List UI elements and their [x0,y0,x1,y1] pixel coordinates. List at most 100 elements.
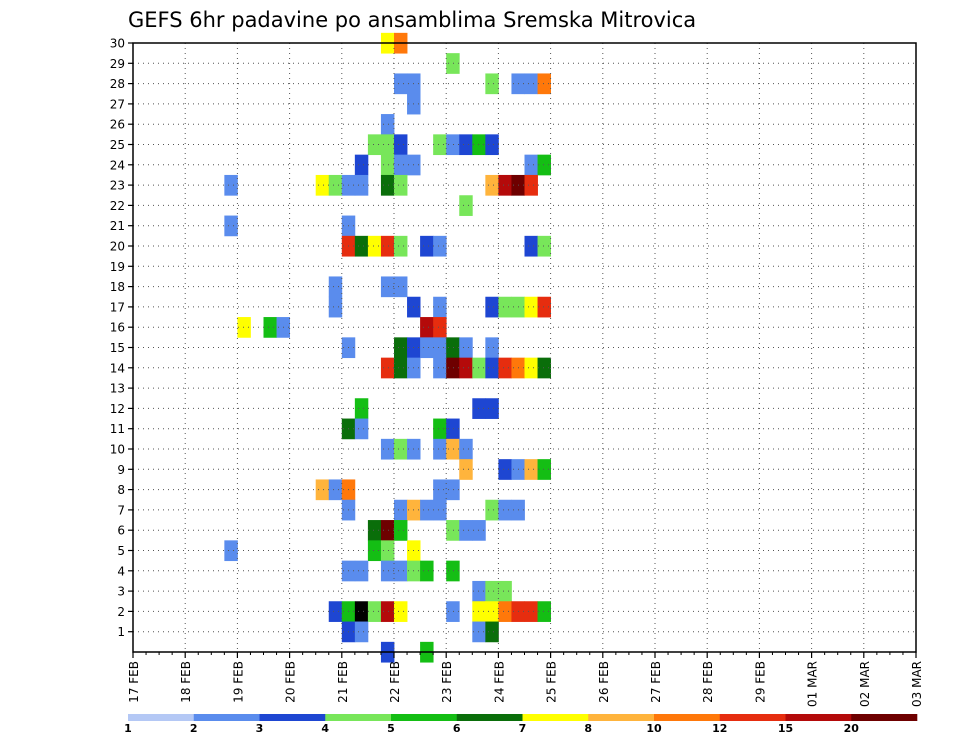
precip-cell [433,317,447,338]
legend-swatch [193,714,260,721]
x-tick-label: 01 MAR [806,661,820,707]
precip-cell [315,174,330,196]
precip-cell [224,174,238,196]
y-tick-label: 9 [117,463,125,477]
precip-cell [446,418,460,440]
precip-cell [446,601,460,622]
precip-cell [537,601,551,622]
legend-label: 1 [124,722,132,735]
x-tick-label: 28 FEB [701,661,715,703]
precip-cell [498,459,512,480]
y-tick-label: 14 [110,361,125,375]
precip-cell [328,174,343,196]
precip-cell [485,357,499,379]
precip-cell [367,601,382,622]
legend-swatch [128,714,195,721]
precip-cell [394,276,408,298]
y-tick-label: 11 [110,422,125,436]
precip-cell [224,215,238,237]
x-tick-label: 29 FEB [753,661,767,703]
y-tick-label: 12 [110,402,125,416]
precip-cell [472,398,486,419]
precip-cell [328,296,343,318]
color-legend: 1 2 3 4 5 6 7 8 10 12 15 20 [124,714,918,735]
y-tick-label: 25 [110,138,125,152]
precip-cell [394,438,408,460]
precip-cell [367,540,382,562]
precip-cell [537,296,551,318]
y-tick-label: 5 [117,544,125,558]
precip-cell [446,337,460,359]
y-tick-label: 30 [110,37,125,51]
precip-cell [472,580,486,602]
precip-cell [420,235,434,257]
precip-cell [433,357,447,379]
y-tick-label: 19 [110,260,125,274]
precip-cell [237,317,251,338]
precip-cell [380,438,395,460]
precip-cell [446,357,460,379]
y-tick-label: 10 [110,443,125,457]
y-tick-label: 28 [110,77,125,91]
precip-cell [328,276,343,298]
precip-cell [524,154,538,176]
precip-cell [420,560,434,582]
precip-cell [394,499,408,521]
precip-cell [472,621,486,643]
precip-cell [537,235,551,257]
precip-cell [380,540,395,562]
legend-label: 3 [256,722,264,735]
precip-cell [420,337,434,359]
precip-cell [485,580,499,602]
precip-cell [446,53,460,74]
precip-cell [367,134,382,156]
precip-cell [433,235,447,257]
legend-swatch [654,714,721,721]
legend-swatch [259,714,326,721]
precip-cell [459,337,473,359]
precip-cell [315,479,330,501]
y-tick-label: 3 [117,585,125,599]
y-tick-label: 22 [110,199,125,213]
x-tick-label: 24 FEB [492,661,506,703]
precip-cell [485,296,499,318]
x-tick-label: 18 FEB [179,661,193,703]
x-tick-label: 02 MAR [858,661,872,707]
precip-cell [224,540,238,562]
precip-cell [380,357,395,379]
precip-cell [472,357,486,379]
precip-cell [433,134,447,156]
precip-cell [354,560,369,582]
precip-cell [380,520,395,541]
legend-label: 12 [712,722,727,735]
precip-cell [394,134,408,156]
precip-cell [485,601,499,622]
precip-cell [485,398,499,419]
precip-cell [446,134,460,156]
y-tick-label: 26 [110,118,125,132]
precip-cell [485,174,499,196]
precip-cell [354,154,369,176]
precip-cell [420,499,434,521]
precip-cell [354,621,369,643]
precip-cell [498,499,512,521]
y-tick-label: 27 [110,97,125,111]
y-tick-label: 18 [110,280,125,294]
precip-cell [433,337,447,359]
x-tick-label: 23 FEB [440,661,454,703]
x-tick-label: 21 FEB [336,661,350,703]
y-tick-label: 15 [110,341,125,355]
precip-cell [459,357,473,379]
precip-cell [380,114,395,135]
precip-cell [394,560,408,582]
chart-title: GEFS 6hr padavine po ansamblima Sremska … [128,8,696,32]
precip-cell [354,398,369,419]
y-tick-label: 21 [110,219,125,233]
precip-cell [367,235,382,257]
y-tick-label: 13 [110,382,125,396]
y-tick-label: 7 [117,503,125,517]
precip-cell [446,438,460,460]
precip-cell [446,479,460,501]
precip-cell [524,235,538,257]
